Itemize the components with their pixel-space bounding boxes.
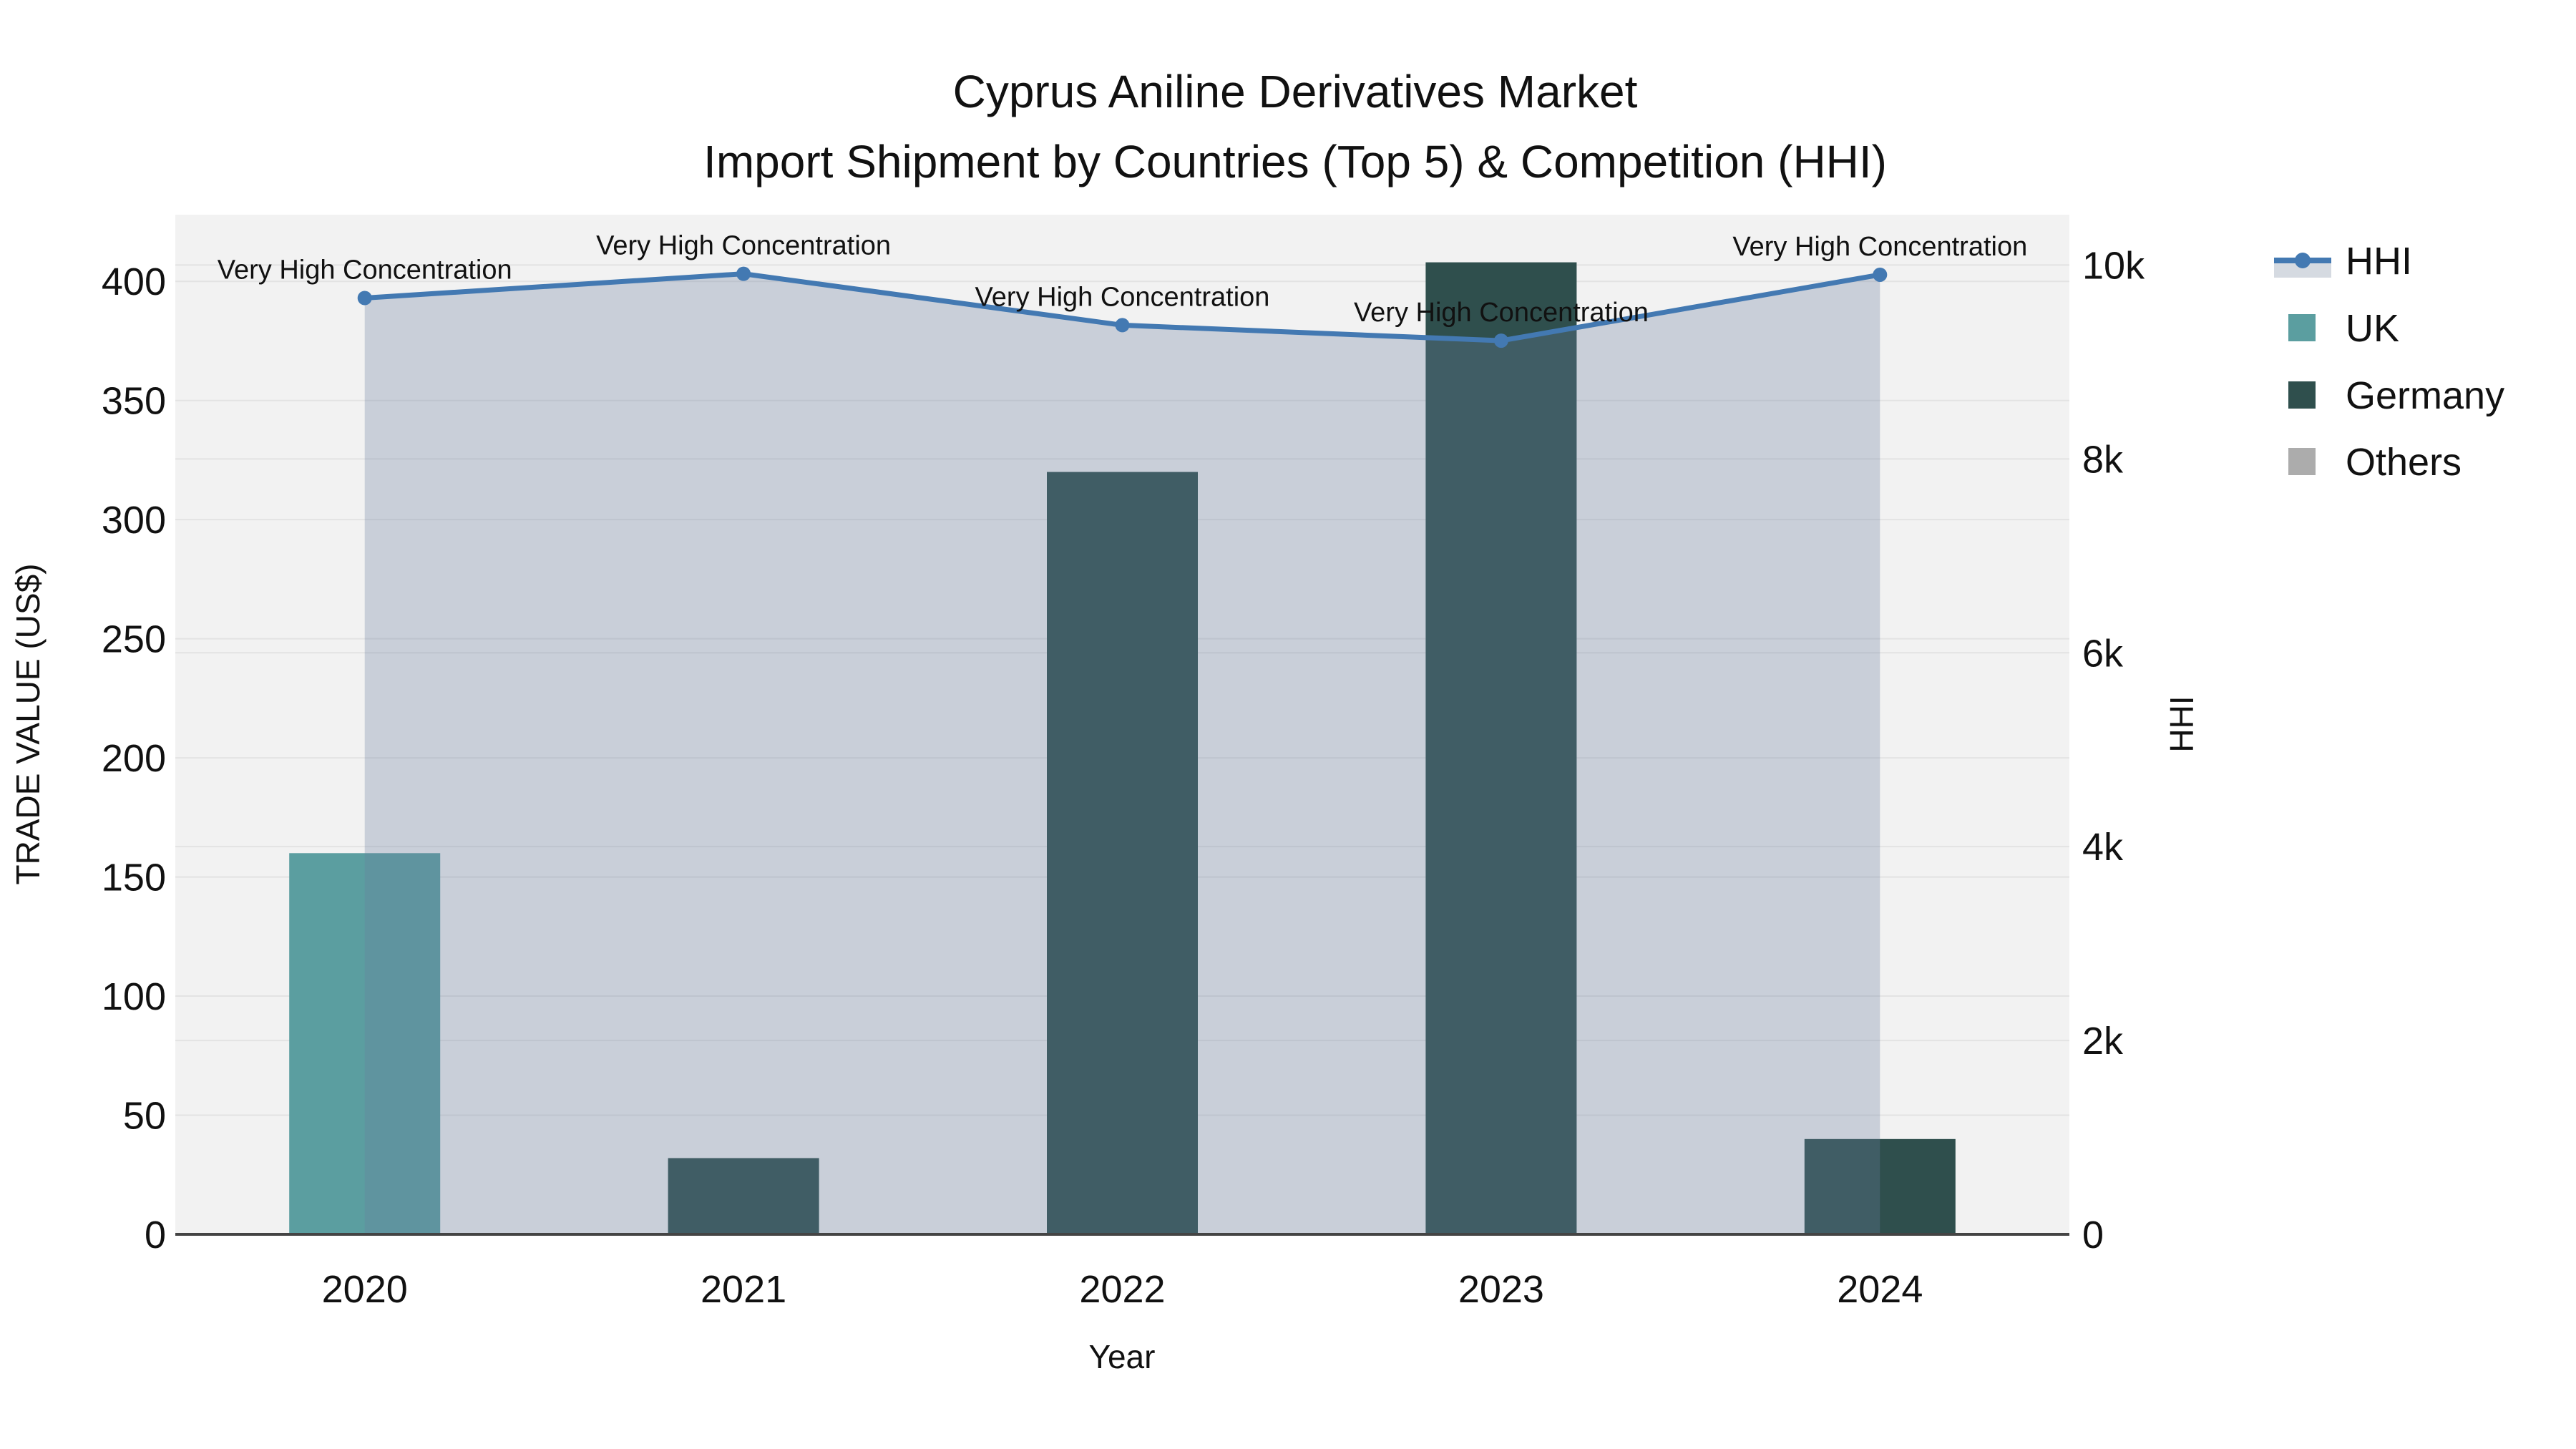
x-tick-2022: 2022 [1079, 1268, 1165, 1311]
legend-item-others[interactable]: Others [2288, 441, 2462, 484]
chart-title-line2: Import Shipment by Countries (Top 5) & C… [703, 136, 1887, 187]
plot-area: Very High Concentration Very High Concent… [102, 215, 2145, 1311]
hhi-legend-marker [2295, 253, 2311, 268]
x-axis-title: Year [1089, 1338, 1156, 1375]
right-tick-8000: 8k [2082, 438, 2124, 481]
legend-item-hhi[interactable]: HHI [2274, 240, 2412, 283]
annotation-2024: Very High Concentration [1732, 232, 2027, 262]
hhi-marker-2024[interactable] [1873, 267, 1888, 282]
legend: HHI UK Germany Others [2274, 240, 2504, 484]
left-tick-0: 0 [145, 1214, 166, 1257]
germany-swatch [2288, 381, 2316, 409]
x-tick-2024: 2024 [1837, 1268, 1923, 1311]
annotation-2023: Very High Concentration [1354, 298, 1649, 328]
annotation-2020: Very High Concentration [218, 255, 512, 285]
left-tick-350: 350 [102, 380, 166, 423]
uk-swatch [2288, 314, 2316, 341]
left-tick-400: 400 [102, 260, 166, 303]
x-tick-2021: 2021 [701, 1268, 786, 1311]
hhi-marker-2022[interactable] [1115, 318, 1130, 333]
hhi-marker-2023[interactable] [1493, 333, 1508, 348]
legend-label-uk: UK [2346, 307, 2399, 350]
annotation-2021: Very High Concentration [596, 231, 891, 261]
right-tick-4000: 4k [2082, 826, 2124, 869]
legend-item-uk[interactable]: UK [2288, 307, 2399, 350]
left-axis-title: TRADE VALUE (US$) [9, 563, 47, 884]
hhi-area-fill [364, 273, 1880, 1235]
legend-label-others: Others [2346, 441, 2462, 484]
annotation-2022: Very High Concentration [975, 282, 1270, 312]
legend-item-germany[interactable]: Germany [2288, 374, 2504, 417]
left-tick-200: 200 [102, 737, 166, 780]
legend-label-hhi: HHI [2346, 240, 2412, 283]
left-tick-150: 150 [102, 857, 166, 899]
left-tick-50: 50 [123, 1095, 166, 1138]
right-tick-6000: 6k [2082, 632, 2124, 675]
hhi-marker-2021[interactable] [736, 266, 751, 281]
bar-2024-germany[interactable] [1804, 1138, 1956, 1234]
legend-label-germany: Germany [2346, 374, 2504, 417]
bar-2022-germany[interactable] [1047, 472, 1198, 1234]
others-swatch [2288, 448, 2316, 475]
right-tick-10000: 10k [2082, 244, 2145, 287]
bar-2023-germany[interactable] [1425, 262, 1577, 1235]
bar-2021-germany[interactable] [668, 1158, 819, 1234]
hhi-marker-2020[interactable] [357, 291, 372, 306]
x-tick-2020: 2020 [322, 1268, 408, 1311]
left-tick-100: 100 [102, 975, 166, 1018]
left-tick-300: 300 [102, 499, 166, 542]
right-tick-2000: 2k [2082, 1020, 2124, 1063]
left-tick-250: 250 [102, 618, 166, 661]
right-tick-0: 0 [2082, 1214, 2104, 1257]
right-axis-title: HHI [2163, 696, 2200, 752]
x-tick-2023: 2023 [1458, 1268, 1544, 1311]
bar-2020-uk[interactable] [289, 853, 441, 1234]
chart-title-line1: Cyprus Aniline Derivatives Market [953, 66, 1638, 117]
